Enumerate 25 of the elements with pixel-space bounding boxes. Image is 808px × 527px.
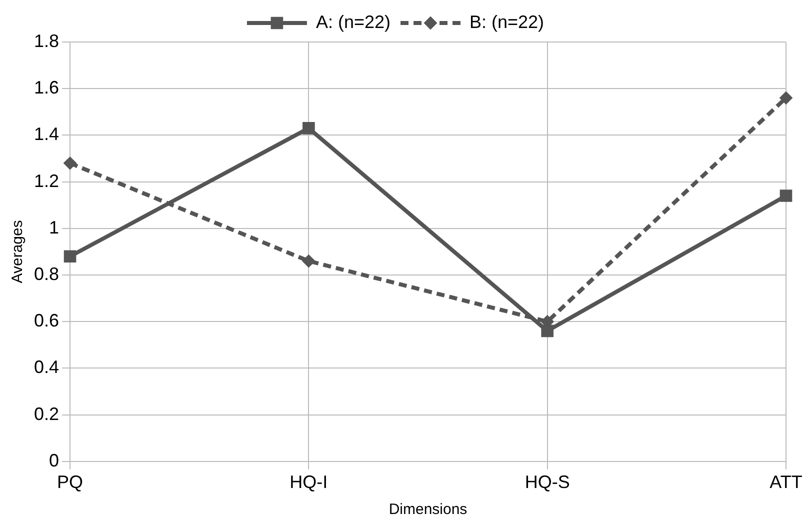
y-tick-label: 1: [49, 217, 60, 238]
legend-label: A: (n=22): [316, 12, 391, 32]
point: [541, 324, 554, 338]
y-tick-label: 0.2: [34, 404, 60, 424]
y-tick-label: 0: [49, 450, 60, 470]
y-tick-label: 1.2: [34, 170, 60, 191]
point: [64, 250, 76, 263]
point: [302, 122, 315, 134]
y-tick-label: 1.6: [34, 78, 60, 98]
point: [302, 254, 316, 268]
y-tick-label: 1.4: [34, 124, 60, 144]
y-tick-label: 0.6: [34, 310, 60, 331]
x-tick-label: HQ-S: [524, 472, 570, 492]
y-tick-label: 1.8: [34, 30, 60, 51]
x-axis-title: Dimensions: [388, 501, 468, 518]
x-tick-label: PQ: [57, 472, 84, 492]
point: [780, 91, 792, 104]
y-axis-title: Averages: [9, 220, 26, 284]
x-tick-label: HQ-I: [290, 472, 328, 492]
point: [780, 190, 792, 202]
x-tick-label: ATT: [770, 472, 802, 492]
point: [64, 156, 77, 170]
y-tick-label: 0.8: [34, 264, 60, 284]
y-tick-label: 0.4: [34, 357, 60, 378]
legend-label: B: (n=22): [470, 12, 544, 32]
